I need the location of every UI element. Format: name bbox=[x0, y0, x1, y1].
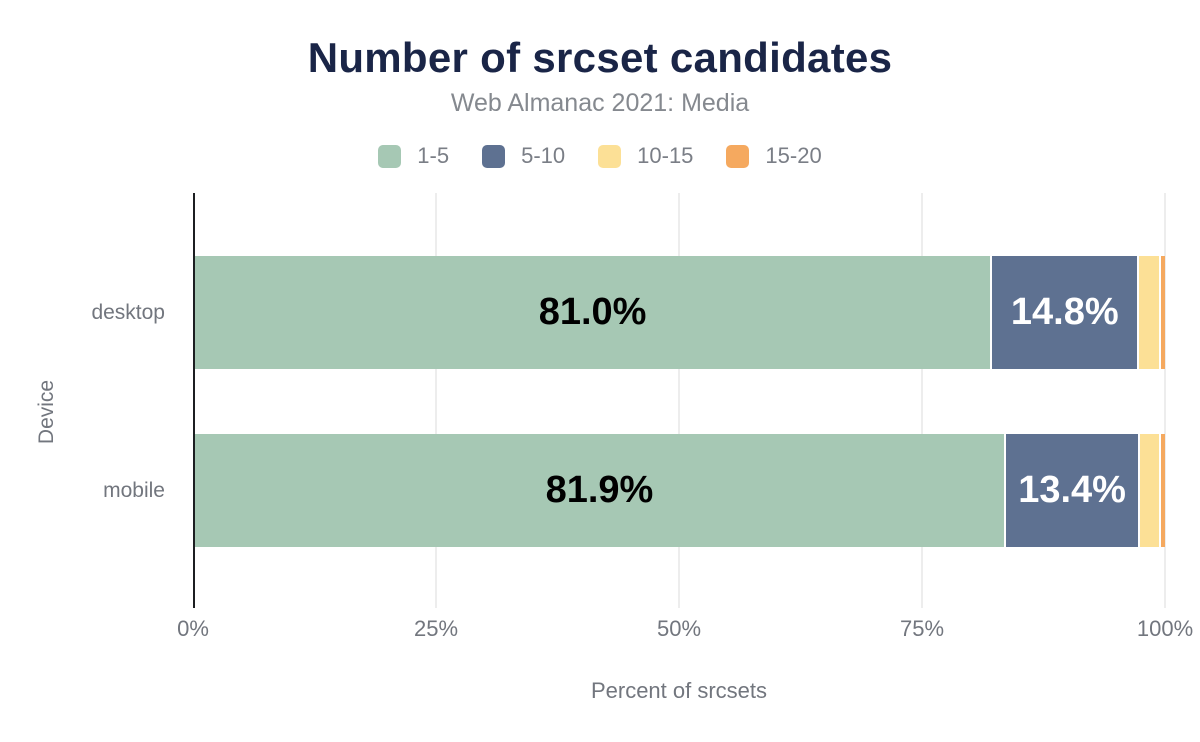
bar-row-mobile: 81.9% 13.4% bbox=[195, 434, 1165, 547]
chart-subtitle: Web Almanac 2021: Media bbox=[450, 89, 750, 117]
legend-label: 15-20 bbox=[765, 143, 822, 168]
gridline bbox=[921, 193, 923, 608]
bar-segment-desktop-1-5[interactable]: 81.0% bbox=[195, 256, 991, 369]
bar-segment-label: 13.4% bbox=[1018, 469, 1126, 511]
x-tick-label: 75% bbox=[899, 616, 945, 641]
gridline bbox=[1164, 193, 1166, 608]
x-tick-label: 50% bbox=[656, 616, 702, 641]
plot-area: 81.0% 14.8% 81.9% 13.4% bbox=[193, 193, 1166, 608]
legend-label: 10-15 bbox=[637, 143, 694, 168]
gridline bbox=[678, 193, 680, 608]
bar-row-desktop: 81.0% 14.8% bbox=[195, 256, 1165, 369]
legend-item[interactable]: 15-20 bbox=[726, 143, 822, 169]
bar-segment-label: 14.8% bbox=[1010, 291, 1119, 333]
bar-segment-desktop-10-15[interactable] bbox=[1139, 256, 1160, 369]
legend-swatch bbox=[378, 144, 402, 168]
x-tick-label: 25% bbox=[413, 616, 459, 641]
legend-swatch bbox=[598, 144, 622, 168]
legend-item[interactable]: 5-10 bbox=[482, 143, 565, 169]
legend: 1-5 5-10 10-15 15-20 bbox=[0, 143, 1200, 169]
bar-segment-label: 81.9% bbox=[545, 469, 654, 511]
legend-item[interactable]: 1-5 bbox=[378, 143, 449, 169]
x-tick-label: 0% bbox=[177, 616, 209, 641]
bar-segment-mobile-1-5[interactable]: 81.9% bbox=[195, 434, 1004, 547]
legend-swatch bbox=[726, 144, 750, 168]
bar-segment-mobile-5-10[interactable]: 13.4% bbox=[1005, 434, 1139, 547]
chart-title: Number of srcset candidates bbox=[307, 34, 893, 81]
bar-segment-desktop-15-20[interactable] bbox=[1161, 256, 1165, 369]
gridline bbox=[435, 193, 437, 608]
x-tick-label: 100% bbox=[1136, 616, 1194, 641]
legend-label: 1-5 bbox=[417, 143, 450, 168]
y-axis-line bbox=[193, 193, 195, 608]
bar-segment-mobile-10-15[interactable] bbox=[1140, 434, 1160, 547]
x-axis-title: Percent of srcsets bbox=[590, 678, 768, 703]
bar-segment-label: 81.0% bbox=[538, 291, 647, 333]
bar-segment-desktop-5-10[interactable]: 14.8% bbox=[992, 256, 1138, 369]
legend-item[interactable]: 10-15 bbox=[598, 143, 693, 169]
bar-segment-mobile-15-20[interactable] bbox=[1161, 434, 1165, 547]
category-label-mobile: mobile bbox=[103, 478, 165, 502]
category-label-desktop: desktop bbox=[91, 300, 165, 324]
legend-label: 5-10 bbox=[521, 143, 566, 168]
legend-swatch bbox=[482, 144, 506, 168]
